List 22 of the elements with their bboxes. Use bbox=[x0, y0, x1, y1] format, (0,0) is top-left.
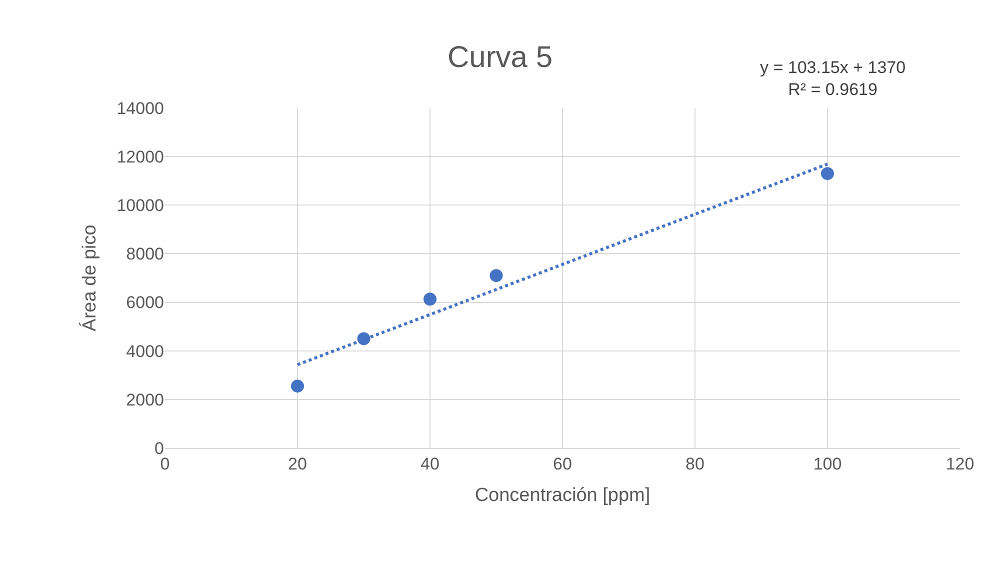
point bbox=[291, 380, 304, 393]
y-tick-label: 2000 bbox=[126, 390, 164, 410]
x-tick-label: 100 bbox=[813, 454, 842, 474]
x-tick-label: 60 bbox=[553, 454, 572, 474]
y-tick-label: 6000 bbox=[126, 293, 164, 312]
y-tick-label: 10000 bbox=[116, 196, 164, 216]
y-axis-title: Área de pico bbox=[78, 224, 101, 332]
y-tick-label: 14000 bbox=[116, 98, 164, 118]
chart-title: Curva 5 bbox=[447, 40, 553, 74]
y-tick-label: 0 bbox=[154, 438, 164, 458]
x-tick-label: 20 bbox=[288, 454, 307, 474]
x-tick-label: 80 bbox=[686, 454, 704, 474]
y-tick-label: 4000 bbox=[126, 342, 164, 361]
point bbox=[424, 292, 436, 306]
y-tick-label: 8000 bbox=[126, 244, 164, 264]
x-tick-label: 120 bbox=[946, 454, 974, 474]
point bbox=[821, 167, 834, 180]
x-tick-label: 40 bbox=[420, 454, 440, 474]
text: y = 103.15x + 1370 R² = 0.9619 bbox=[760, 58, 906, 100]
x-axis-title: Concentración [ppm] bbox=[474, 485, 650, 506]
point bbox=[490, 269, 503, 282]
y-tick-label: 12000 bbox=[116, 148, 164, 167]
